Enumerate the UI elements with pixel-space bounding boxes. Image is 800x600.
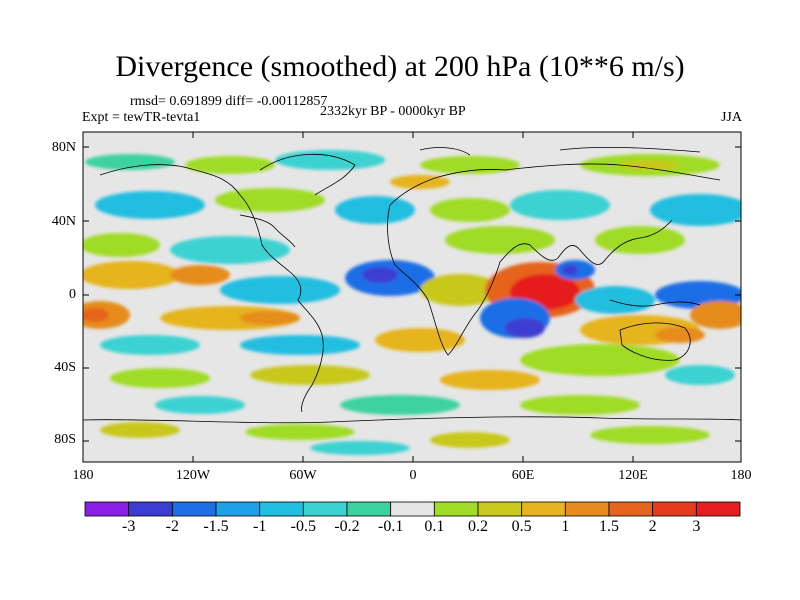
lat-label-40s: 40S <box>54 360 76 375</box>
colorbar-label: 1 <box>561 518 570 535</box>
colorbar-label: 0.2 <box>468 518 488 535</box>
colorbar-label: -1 <box>252 518 267 535</box>
colorbar-swatch <box>259 501 304 517</box>
lon-label-120w: 120W <box>175 468 211 483</box>
colorbar-swatch <box>564 501 610 517</box>
colorbar-label: 1.5 <box>599 518 619 535</box>
colorbar-label: 0.5 <box>511 518 532 535</box>
colorbar-swatch <box>652 501 697 517</box>
map-frame <box>82 131 742 463</box>
colorbar-swatch <box>433 501 479 517</box>
lon-label-120e: 120E <box>618 468 648 483</box>
colorbar-label: -3 <box>121 518 136 535</box>
lon-label-60e: 60E <box>511 468 535 483</box>
colorbar-swatch <box>128 501 173 517</box>
colorbar-swatch <box>521 501 566 517</box>
lat-label-80n: 80N <box>51 140 76 155</box>
colorbar-label: 3 <box>692 518 701 535</box>
lon-label-180e: 180 <box>730 468 752 483</box>
colorbar-swatch <box>215 501 261 517</box>
colorbar-label: -2 <box>165 518 179 535</box>
colorbar-swatch <box>346 501 392 517</box>
colorbar-swatch <box>390 501 435 517</box>
lon-label-180w: 180 <box>72 468 94 483</box>
colorbar-swatch <box>477 501 523 517</box>
colorbar-swatch <box>608 501 654 517</box>
colorbar-label: -0.1 <box>377 518 404 535</box>
colorbar-swatch <box>695 501 741 517</box>
coastlines <box>83 147 741 424</box>
lat-label-80s: 80S <box>54 432 76 447</box>
period-label: 2332kyr BP - 0000kyr BP <box>320 104 466 119</box>
divergence-field <box>83 132 741 462</box>
colorbar-swatch <box>302 501 348 517</box>
axis-ticks <box>83 132 741 462</box>
lat-label-40n: 40N <box>51 214 76 229</box>
colorbar-label: 0.1 <box>424 518 445 535</box>
colorbar-swatch <box>171 501 217 517</box>
colorbar-label: -1.5 <box>203 518 229 535</box>
colorbar-label: -0.5 <box>290 518 316 535</box>
map-title: Divergence (smoothed) at 200 hPa (10**6 … <box>115 50 685 83</box>
lon-label-0: 0 <box>409 468 417 483</box>
colorbar-label: 2 <box>648 518 657 535</box>
lat-label-0: 0 <box>69 287 76 302</box>
colorbar <box>84 501 741 517</box>
lon-label-60w: 60W <box>289 468 317 483</box>
stats-text: rmsd= 0.691899 diff= -0.00112857 <box>130 94 328 109</box>
colorbar-swatch <box>84 501 130 517</box>
experiment-label: Expt = tewTR-tevta1 <box>82 110 201 125</box>
season-label: JJA <box>720 110 742 125</box>
colorbar-label: -0.2 <box>334 518 360 535</box>
